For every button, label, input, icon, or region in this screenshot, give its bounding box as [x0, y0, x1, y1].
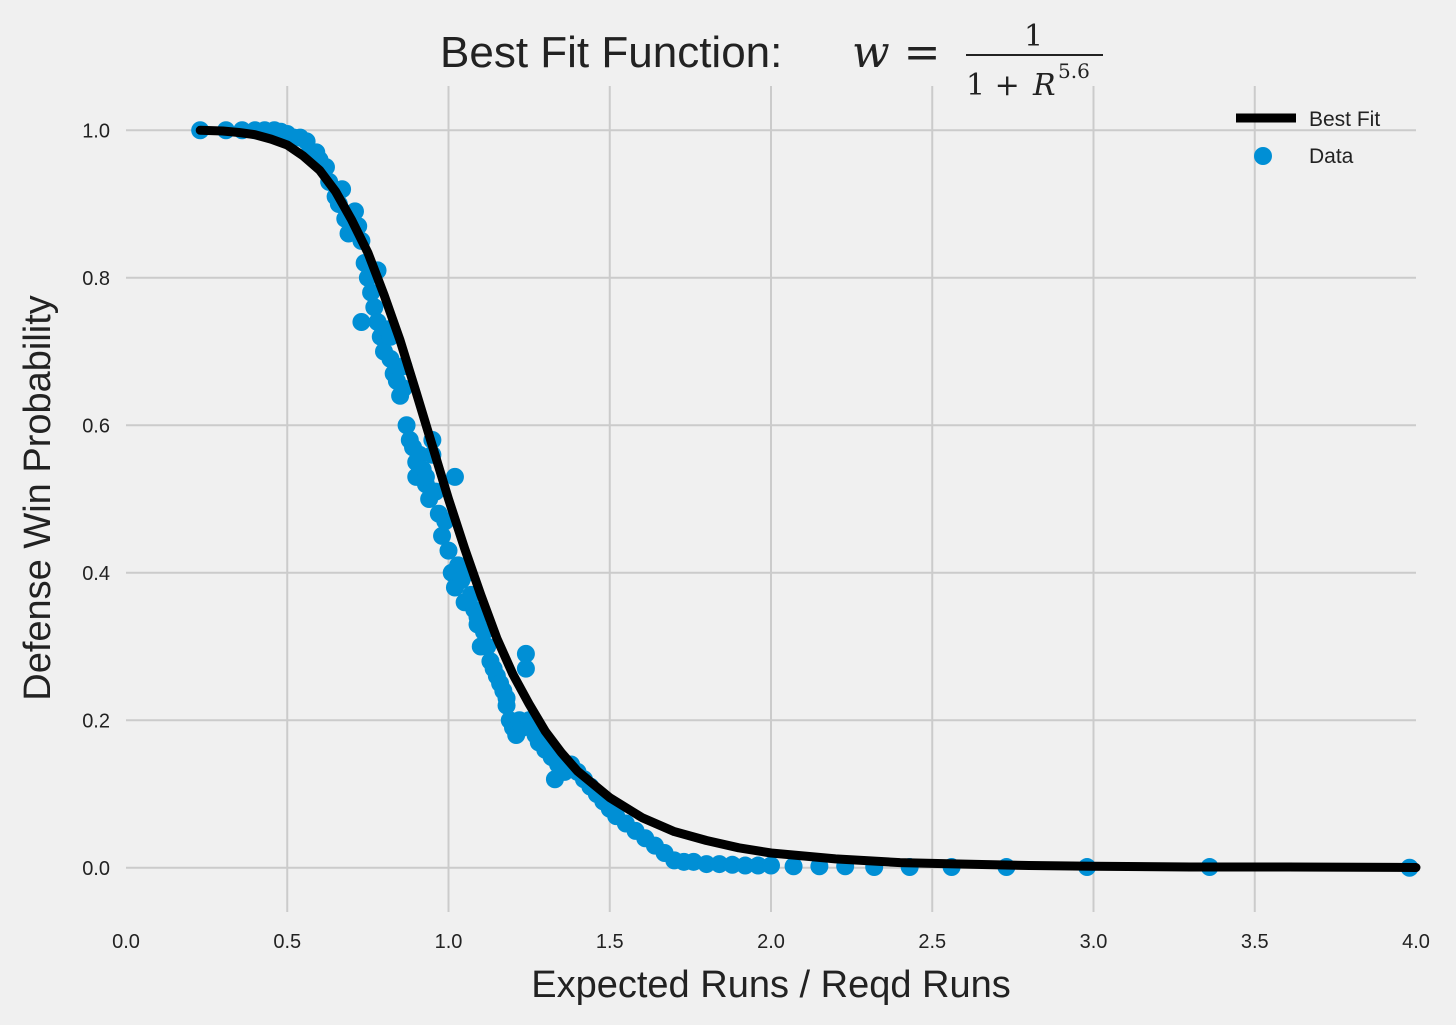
data-point — [762, 856, 780, 875]
data-point — [697, 855, 716, 874]
x-tick-label: 2.5 — [918, 931, 946, 953]
x-tick-label: 0.5 — [273, 931, 301, 953]
data-point — [416, 467, 435, 486]
y-tick-labels: 0.0 0.2 0.4 0.6 0.8 1.0 — [82, 120, 110, 880]
data-series — [191, 121, 1419, 877]
fit-series — [195, 125, 1421, 872]
y-tick-label: 0.6 — [82, 415, 110, 437]
data-point — [749, 856, 768, 875]
data-point — [410, 445, 429, 464]
data-point — [497, 696, 516, 715]
data-point — [439, 541, 458, 560]
data-point — [516, 644, 535, 663]
y-tick-label: 1.0 — [82, 120, 110, 142]
chart-title-formula-denominator-var: R — [1032, 68, 1056, 103]
data-point — [445, 467, 464, 486]
x-tick-labels: 0.0 0.5 1.0 1.5 2.0 2.5 3.0 3.5 4.0 — [112, 931, 1430, 953]
data-point — [352, 313, 371, 331]
data-point — [516, 659, 535, 678]
data-point — [736, 856, 755, 875]
data-point — [365, 298, 384, 317]
data-point — [710, 855, 729, 874]
x-tick-label: 1.0 — [435, 931, 463, 953]
y-tick-label: 0.2 — [82, 710, 110, 732]
grid — [126, 86, 1416, 912]
x-tick-label: 3.0 — [1080, 931, 1108, 953]
x-tick-label: 2.0 — [757, 931, 785, 953]
legend-data-label: Data — [1309, 145, 1354, 168]
x-tick-label: 1.5 — [596, 931, 624, 953]
data-point — [723, 855, 742, 874]
legend-best-fit-label: Best Fit — [1309, 108, 1380, 131]
data-point — [545, 770, 564, 789]
y-tick-label: 0.8 — [82, 268, 110, 290]
chart-title: Best Fit Function: w = 1 1 + R 5.6 — [440, 19, 1103, 103]
data-point — [394, 379, 413, 398]
data-point — [478, 637, 497, 656]
best-fit-line — [195, 125, 1421, 872]
data-point — [784, 857, 803, 876]
y-axis-label: Defense Win Probability — [17, 295, 59, 701]
chart-title-text: Best Fit Function: — [440, 28, 782, 77]
chart-title-formula-lhs: w = — [852, 27, 941, 78]
legend: Best Fit Data — [1236, 108, 1380, 168]
data-point — [397, 416, 416, 435]
x-tick-label: 3.5 — [1241, 931, 1269, 953]
y-tick-label: 0.4 — [82, 563, 110, 585]
legend-data-swatch — [1254, 147, 1272, 165]
data-point — [426, 482, 445, 501]
x-tick-label: 0.0 — [112, 931, 140, 953]
x-axis-label: Expected Runs / Reqd Runs — [531, 964, 1011, 1006]
x-tick-label: 4.0 — [1402, 931, 1430, 953]
data-point — [362, 283, 381, 302]
chart-title-formula-exponent: 5.6 — [1058, 59, 1090, 83]
chart-title-formula-numerator: 1 — [1024, 19, 1043, 54]
y-tick-label: 0.0 — [82, 858, 110, 880]
data-point — [433, 526, 452, 545]
data-point — [468, 608, 487, 626]
chart-title-formula-denominator: 1 + — [966, 68, 1020, 103]
